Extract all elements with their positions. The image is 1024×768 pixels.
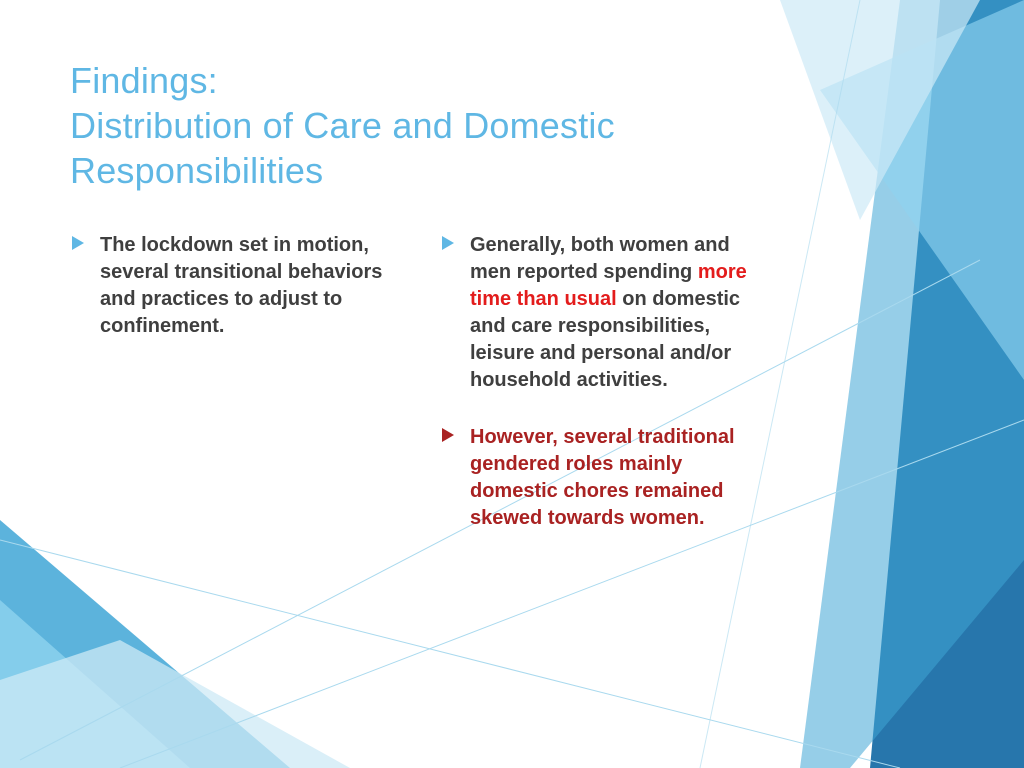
right-bullet: However, several traditional gendered ro… — [440, 424, 770, 532]
bullet-arrow-icon — [440, 235, 456, 394]
slide-title: Findings: Distribution of Care and Domes… — [70, 58, 830, 193]
left-bullet: The lockdown set in motion, several tran… — [70, 232, 400, 340]
title-line-1: Findings: — [70, 58, 830, 103]
content-columns: The lockdown set in motion, several tran… — [70, 232, 770, 562]
bullet-text: The lockdown set in motion, several tran… — [100, 232, 400, 340]
text-segment: The lockdown set in motion, several tran… — [100, 234, 388, 337]
bullet-arrow-icon — [440, 427, 456, 532]
right-bullet: Generally, both women and men reported s… — [440, 232, 770, 394]
bullet-text: However, several traditional gendered ro… — [470, 424, 770, 532]
text-segment: Generally, both women and men reported s… — [470, 234, 735, 283]
slide: Findings: Distribution of Care and Domes… — [0, 0, 1024, 768]
bullet-text: Generally, both women and men reported s… — [470, 232, 770, 394]
text-segment: . — [699, 507, 705, 529]
title-line-2: Distribution of Care and Domestic — [70, 103, 830, 148]
text-segment: . — [662, 369, 668, 391]
left-column: The lockdown set in motion, several tran… — [70, 232, 400, 562]
title-line-3: Responsibilities — [70, 148, 830, 193]
right-column: Generally, both women and men reported s… — [440, 232, 770, 562]
bullet-arrow-icon — [70, 235, 86, 340]
